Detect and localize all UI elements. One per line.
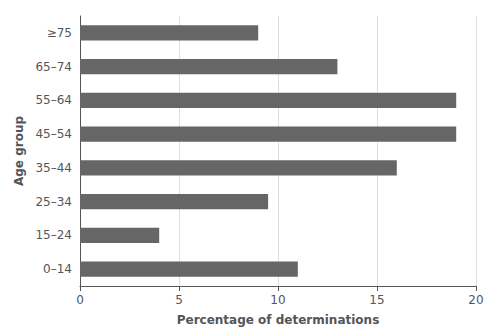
svg-text:65–74: 65–74 [35, 60, 72, 74]
svg-text:25–34: 25–34 [35, 195, 72, 209]
svg-text:Age group: Age group [12, 116, 26, 186]
svg-text:0: 0 [76, 293, 84, 307]
svg-text:35–44: 35–44 [35, 161, 72, 175]
svg-text:55–64: 55–64 [35, 93, 72, 107]
svg-text:45–54: 45–54 [35, 127, 72, 141]
svg-text:5: 5 [175, 293, 183, 307]
svg-text:0–14: 0–14 [43, 262, 72, 276]
svg-text:10: 10 [270, 293, 285, 307]
svg-text:15: 15 [369, 293, 384, 307]
svg-text:≥75: ≥75 [47, 26, 72, 40]
svg-text:15–24: 15–24 [35, 228, 72, 242]
svg-text:Percentage of determinations: Percentage of determinations [177, 313, 380, 327]
svg-text:20: 20 [468, 293, 483, 307]
